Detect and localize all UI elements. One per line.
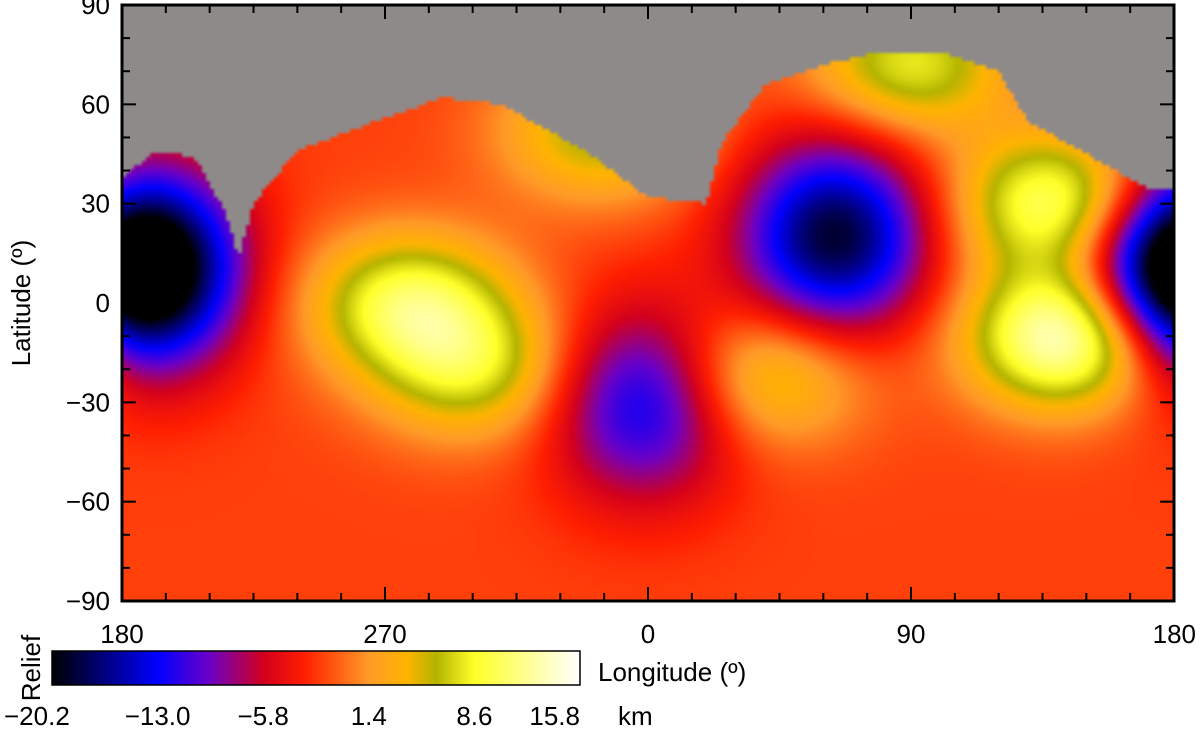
y-tick-label: 0 (96, 288, 110, 318)
colorbar-ticks: −20.2 −13.0 −5.8 1.4 8.6 15.8 (4, 701, 580, 731)
y-tick-label: 30 (81, 189, 110, 219)
y-tick-label: −90 (66, 586, 110, 616)
y-tick-label: 90 (81, 0, 110, 20)
y-axis-title: Latitude (º) (6, 240, 36, 367)
plot-area (122, 5, 1174, 601)
y-tick-label: −60 (66, 487, 110, 517)
x-tick-label: 90 (897, 619, 926, 649)
y-axis: 90 60 30 0 −30 −60 −90 (66, 0, 1174, 616)
colorbar-title: Relief (16, 634, 46, 701)
x-tick-label: 180 (1153, 619, 1196, 649)
colorbar-tick-label: 1.4 (351, 701, 387, 731)
colorbar-tick-label: −20.2 (4, 701, 70, 731)
x-tick-label: 270 (363, 619, 406, 649)
colorbar-tick-label: −5.8 (238, 701, 289, 731)
relief-heatmap (122, 5, 1174, 601)
colorbar-ramp (51, 650, 581, 686)
y-tick-label: −30 (66, 387, 110, 417)
x-tick-label: 0 (641, 619, 655, 649)
colorbar-unit: km (618, 701, 653, 731)
y-tick-label: 60 (81, 89, 110, 119)
x-axis: 180 270 0 90 180 (100, 5, 1196, 649)
colorbar-tick-label: 15.8 (529, 701, 580, 731)
colorbar-tick-label: −13.0 (125, 701, 191, 731)
x-axis-title: Longitude (º) (598, 657, 746, 687)
colorbar-tick-label: 8.6 (456, 701, 492, 731)
x-tick-label: 180 (100, 619, 143, 649)
colorbar: Relief −20.2 −13.0 −5.8 1.4 8.6 15.8 km (4, 634, 653, 731)
